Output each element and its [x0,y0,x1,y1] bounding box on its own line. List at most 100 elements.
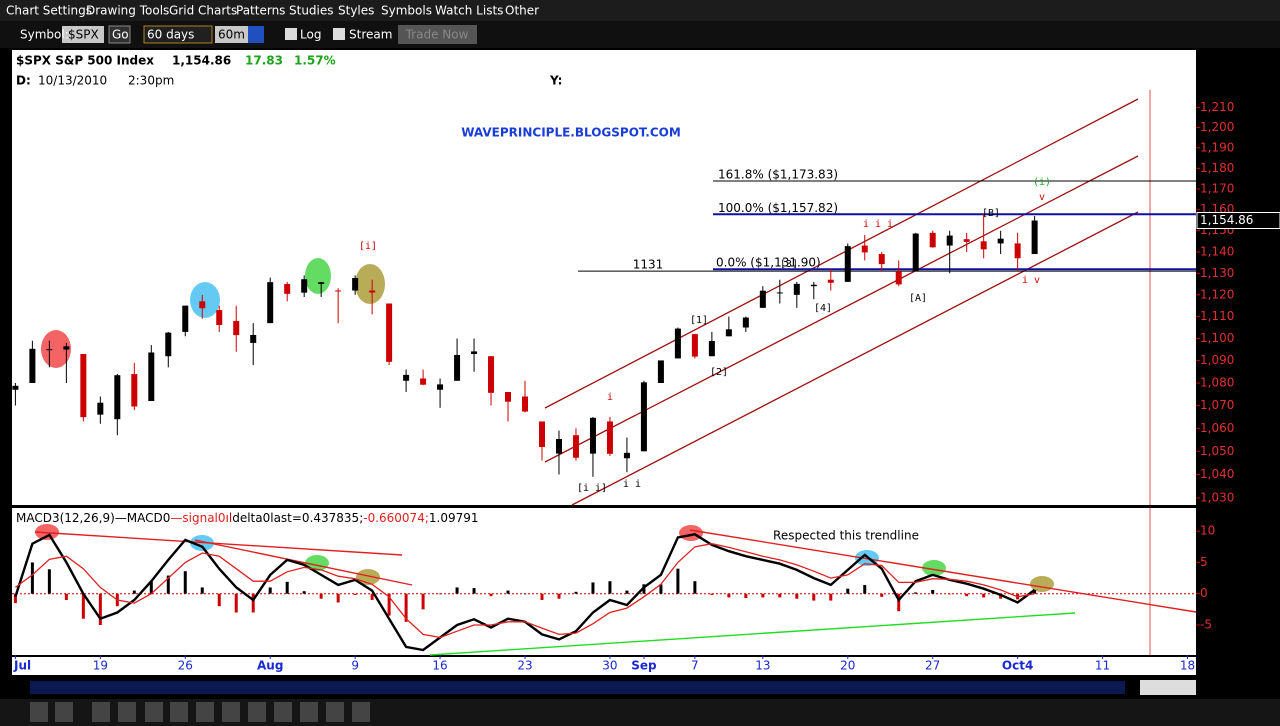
x-tick-label: 23 [517,659,532,673]
tool[interactable] [196,702,214,722]
tool[interactable] [55,702,73,722]
candle-body [80,353,87,418]
last-price-tag-label: 1,154.86 [1200,213,1253,227]
histogram-bar [948,593,952,595]
histogram-bar [98,593,102,625]
menu-item[interactable]: Drawing Tools [86,4,169,18]
histogram-bar [30,562,34,594]
candle-body [454,355,461,381]
histogram-bar [574,591,578,594]
channel-line [544,98,1139,409]
y-tick-label: 1,070 [1200,398,1234,412]
menu-item[interactable]: Other [505,4,539,18]
level-label: 1131 [633,258,664,272]
range-select[interactable] [143,25,213,44]
x-tick-label: 26 [178,659,193,673]
histogram-bar [676,568,680,594]
tool[interactable] [222,702,240,722]
candle-body [623,452,630,459]
tool[interactable] [300,702,318,722]
price-panel [12,50,1196,505]
wave-label: [3] [780,259,798,270]
candle-body [12,385,19,390]
candle-body [759,290,766,308]
histogram-bar [64,593,68,600]
x-axis-strip [12,657,1196,675]
menu-item[interactable]: Chart Settings [6,4,92,18]
candle-body [742,317,749,328]
tool[interactable] [92,702,110,722]
menu-item[interactable]: Studies [289,4,334,18]
x-tick-label: Oct4 [1002,659,1033,673]
tool[interactable] [170,702,188,722]
histogram-bar [421,593,425,610]
candle-body [793,283,800,295]
histogram-bar [557,593,561,599]
tool[interactable] [274,702,292,722]
candle-body [861,245,868,253]
histogram-bar [455,587,459,594]
y-tick-label: 1,050 [1200,444,1234,458]
symbol-input[interactable] [62,26,104,43]
histogram-bar [659,584,663,594]
readout: last=0.437835; [270,511,363,525]
tool[interactable] [145,702,163,722]
zoom-controls[interactable] [1140,680,1196,695]
bottom-toolbar [0,699,1280,726]
tool[interactable] [352,702,370,722]
tool[interactable] [326,702,344,722]
menu-item[interactable]: Grid Charts [169,4,237,18]
candle-body [335,290,342,292]
y-tick-label: 1,030 [1200,490,1234,504]
histogram-bar [591,582,595,594]
dropdown-arrow[interactable] [248,26,264,43]
y-tick-label: 1,120 [1200,287,1234,301]
stream-checkbox[interactable] [333,28,345,40]
candle-body [165,332,172,357]
candle-body [148,352,155,402]
candle-body [776,292,783,294]
y-tick-label: 1,110 [1200,309,1234,323]
candle-body [912,233,919,272]
x-tick-label: 13 [755,659,770,673]
toolbar [0,21,1280,48]
histogram-bar [982,593,986,598]
wave-label: [A] [909,293,927,304]
candle-body [386,303,393,362]
menu-item[interactable]: Patterns [236,4,285,18]
menu-item[interactable]: Styles [338,4,374,18]
go-button[interactable] [108,25,131,44]
histogram-bar [829,593,833,601]
histogram-bar [880,593,884,597]
tool[interactable] [118,702,136,722]
tool[interactable] [248,702,266,722]
trade-button[interactable] [398,25,477,44]
y-tick-label: 1,090 [1200,353,1234,367]
wave-label: [i i] [577,483,607,494]
candle-body [131,374,138,407]
candle-body [63,346,70,350]
log-checkbox[interactable] [285,28,297,40]
menu-item[interactable]: Symbols [381,4,432,18]
y-tick-label: 1,180 [1200,161,1234,175]
histogram-bar [693,581,697,594]
y-tick-label: 5 [1200,555,1208,569]
macd-line [15,543,1035,639]
histogram-bar [778,593,782,598]
candle-body [980,241,987,250]
log-label: Log [300,28,321,42]
legend-entry: MACD0 [127,511,171,525]
y-tick-label: 1,100 [1200,331,1234,345]
annotation: Respected this trendline [773,529,919,543]
wave-label: [i] [359,241,377,252]
histogram-bar [1033,589,1037,594]
tool[interactable] [30,702,48,722]
histogram-bar [540,593,544,600]
change-pct: 1.57% [294,54,336,68]
menu-bar [0,0,1280,21]
x-tick-label: 18 [1180,659,1195,673]
menu-item[interactable]: Watch Lists [435,4,503,18]
candle-body [284,284,291,294]
scrollbar[interactable] [30,681,1125,694]
candle-body [233,320,240,336]
